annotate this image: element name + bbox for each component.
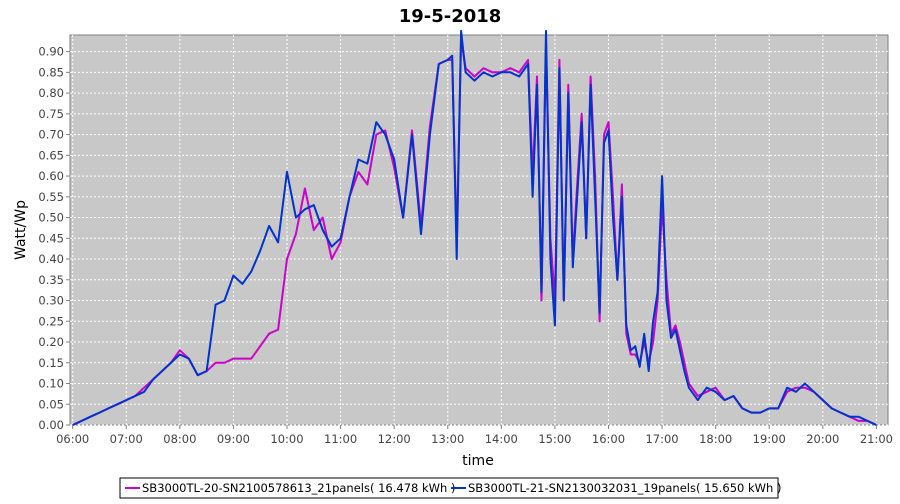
y-axis: 0.00 0.05 0.10 0.15 0.20 0.25 0.30 0.35 0.40 0.45… bbox=[38, 45, 70, 432]
y-tick-label: 0.10 bbox=[38, 377, 64, 391]
series-lines bbox=[72, 29, 877, 426]
x-tick-label: 09:00 bbox=[217, 432, 250, 446]
chart-title: 19-5-2018 bbox=[399, 6, 502, 27]
x-tick-label: 06:00 bbox=[56, 432, 89, 446]
legend-label-series-1: SB3000TL-20-SN2100578613_21panels( 16.47… bbox=[142, 481, 455, 495]
y-tick-label: 0.65 bbox=[38, 148, 64, 162]
x-tick-label: 21:00 bbox=[860, 432, 893, 446]
legend-box bbox=[119, 477, 779, 499]
y-tick-label: 0.90 bbox=[38, 45, 64, 59]
x-tick-label: 10:00 bbox=[270, 432, 303, 446]
series-line-1 bbox=[72, 38, 877, 426]
y-tick-label: 0.75 bbox=[38, 107, 64, 121]
y-tick-label: 0.05 bbox=[38, 397, 64, 411]
x-tick-label: 12:00 bbox=[378, 432, 411, 446]
x-tick-label: 07:00 bbox=[110, 432, 143, 446]
y-tick-label: 0.85 bbox=[38, 65, 64, 79]
y-tick-label: 0.40 bbox=[38, 252, 64, 266]
y-tick-label: 0.25 bbox=[38, 314, 64, 328]
y-tick-label: 0.45 bbox=[38, 231, 64, 245]
y-tick-label: 0.80 bbox=[38, 86, 64, 100]
x-tick-label: 15:00 bbox=[538, 432, 571, 446]
y-tick-label: 0.15 bbox=[38, 356, 64, 370]
x-tick-label: 19:00 bbox=[753, 432, 786, 446]
y-tick-label: 0.50 bbox=[38, 211, 64, 225]
plot-area bbox=[69, 34, 889, 426]
x-tick-label: 08:00 bbox=[163, 432, 196, 446]
y-tick-label: 0.55 bbox=[38, 190, 64, 204]
series-line-2 bbox=[72, 29, 877, 426]
y-tick-label: 0.20 bbox=[38, 335, 64, 349]
x-tick-label: 14:00 bbox=[485, 432, 518, 446]
legend-label-series-2: SB3000TL-21-SN2130032031_19panels( 15.65… bbox=[468, 481, 781, 495]
y-tick-label: 0.35 bbox=[38, 273, 64, 287]
y-tick-label: 0.30 bbox=[38, 294, 64, 308]
legend: SB3000TL-20-SN2100578613_21panels( 16.47… bbox=[119, 477, 781, 499]
x-tick-label: 11:00 bbox=[324, 432, 357, 446]
x-tick-label: 20:00 bbox=[806, 432, 839, 446]
x-tick-label: 18:00 bbox=[699, 432, 732, 446]
x-axis: 06:00 07:00 08:00 09:00 10:00 11:00 12:00 13:00… bbox=[56, 425, 893, 446]
x-tick-label: 17:00 bbox=[645, 432, 678, 446]
y-tick-label: 0.70 bbox=[38, 128, 64, 142]
y-axis-label: Watt/Wp bbox=[13, 200, 29, 260]
y-tick-label: 0.00 bbox=[38, 418, 64, 432]
x-axis-label: time bbox=[462, 453, 494, 469]
x-tick-label: 13:00 bbox=[431, 432, 464, 446]
x-tick-label: 16:00 bbox=[592, 432, 625, 446]
y-tick-label: 0.60 bbox=[38, 169, 64, 183]
